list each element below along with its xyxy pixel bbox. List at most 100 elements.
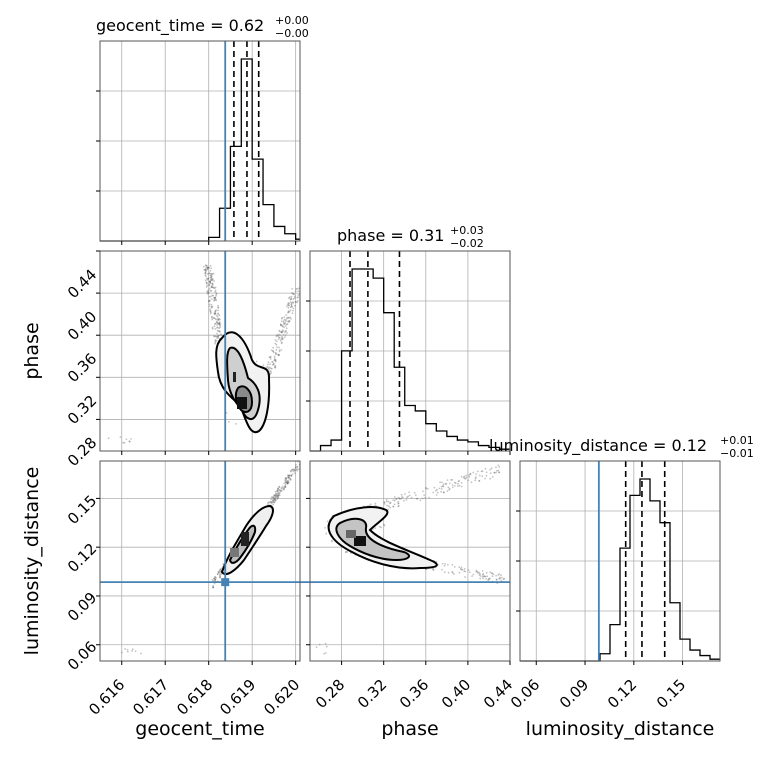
quantile-lines [624,461,666,661]
sample-point [217,330,220,332]
sample-point [218,322,221,325]
sample-point [389,502,391,505]
sample-point [268,366,271,369]
sample-point [497,574,500,576]
sample-point [269,358,272,360]
sample-point [290,297,293,300]
sample-point [235,423,237,425]
sample-point [205,281,208,284]
sample-point [273,497,276,500]
sample-point [275,490,278,493]
sample-point [208,300,211,303]
sample-point [206,273,209,275]
sample-point [291,301,294,303]
sample-point [205,264,208,267]
sample-point [440,488,443,490]
sample-point [126,650,129,653]
sample-point [432,567,434,570]
sample-point [274,494,276,497]
sample-point [203,269,206,271]
sample-point [206,292,209,295]
sample-point [288,304,290,307]
sample-point [210,286,213,289]
sample-point [270,349,273,352]
sample-point [211,279,214,282]
sample-point [278,489,281,491]
sample-point [286,480,289,483]
sample-point [216,324,218,326]
sample-point [285,481,288,484]
sample-point [324,642,327,645]
sample-point [487,578,490,581]
sample-point [289,301,292,303]
density-cell [233,372,236,382]
sample-point [213,582,216,585]
sample-point [450,479,452,481]
sample-point [209,289,212,292]
sample-point [323,652,325,655]
sample-point [326,520,329,523]
sample-point [212,278,214,280]
sample-point [301,459,303,461]
sample-point [267,367,270,369]
sample-point [208,283,211,286]
sample-point [498,466,501,468]
sample-point [268,368,270,371]
sample-point [270,502,273,505]
sample-point [433,486,436,489]
sample-point [278,329,281,332]
sample-point [414,494,417,496]
sample-point [393,499,396,502]
sample-point [403,499,405,502]
sample-point [291,473,294,476]
sample-point [273,501,276,504]
sample-point [267,363,269,366]
sample-point [444,563,447,565]
sample-point [268,501,271,504]
sample-point [211,327,214,330]
sample-point [214,579,217,582]
sample-point [283,318,286,321]
sample-point [301,457,303,459]
sample-point [214,341,217,344]
sample-point [217,322,220,324]
sample-point [401,496,403,498]
x-tick-label: 0.06 [507,676,543,712]
sample-point [468,474,471,476]
sample-point [400,493,403,496]
sample-point [272,363,275,366]
sample-point [283,482,286,484]
sample-point [255,360,258,363]
sample-point [297,294,300,296]
sample-point [285,320,287,323]
sample-point [279,339,282,342]
sample-point [286,482,289,485]
sample-point [289,478,292,480]
sample-point [214,289,217,292]
sample-point [280,331,283,334]
sample-point [276,334,278,337]
sample-point [287,479,290,482]
sample-point [284,330,287,333]
sample-point [278,336,281,339]
sample-point [288,316,290,319]
sample-point [374,504,376,507]
sample-point [208,299,210,302]
sample-point [204,274,207,277]
sample-point [419,499,422,502]
sample-point [284,481,287,484]
sample-point [292,470,295,473]
sample-point [275,494,277,496]
sample-point [463,570,466,572]
sample-point [134,650,137,653]
sample-point [290,295,293,298]
density-peak [354,536,366,546]
sample-point [284,483,287,486]
sample-point [284,325,287,327]
sample-point [217,334,220,337]
sample-point [228,421,230,423]
sample-point [272,351,275,354]
sample-point [279,491,282,493]
sample-point [398,497,401,500]
sample-point [280,490,283,492]
